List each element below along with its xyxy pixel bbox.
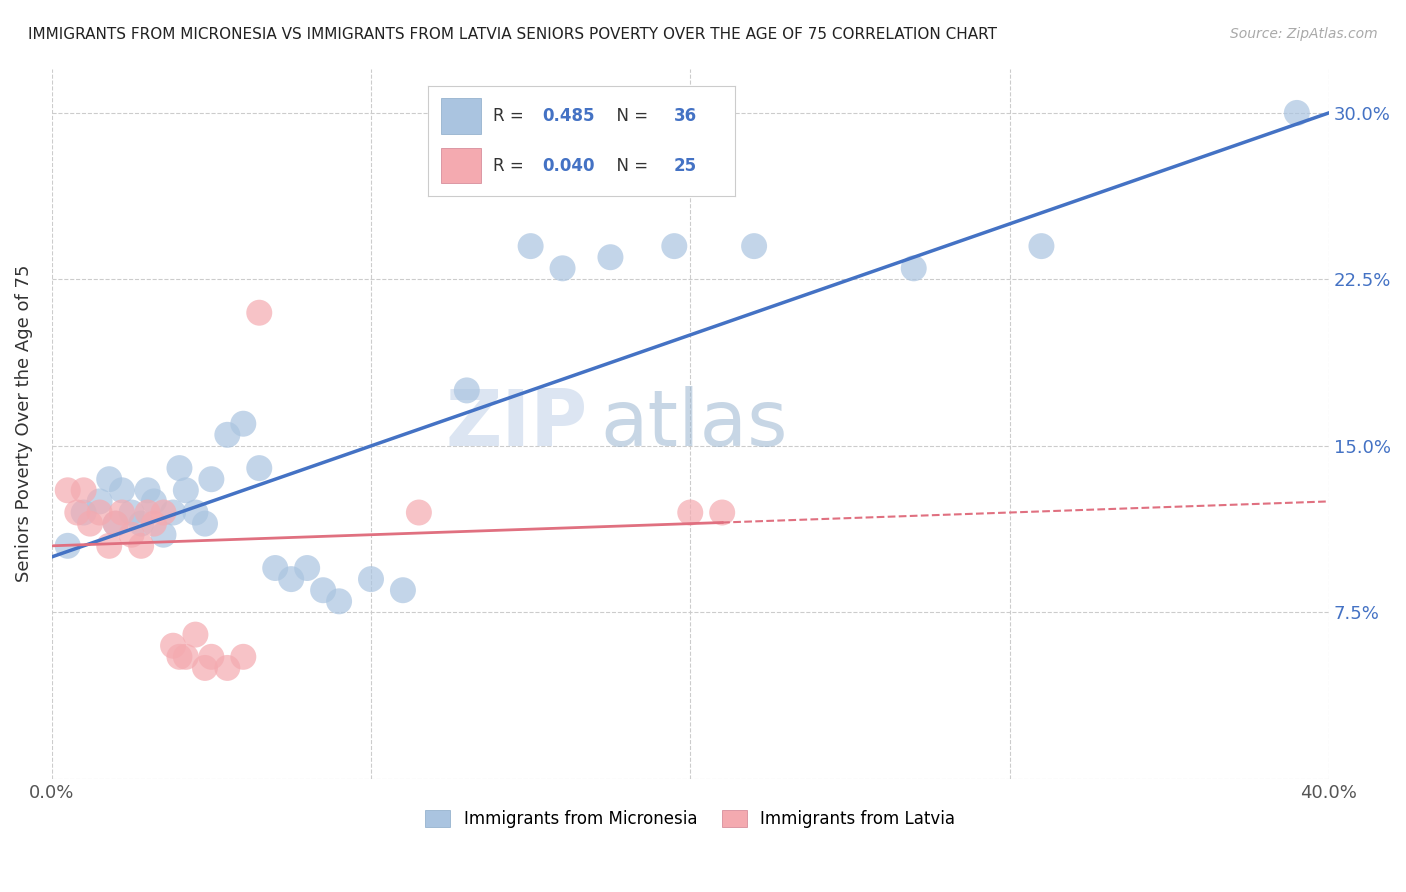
Point — [200, 649, 222, 664]
Point — [392, 583, 415, 598]
Point — [456, 384, 478, 398]
Point — [295, 561, 318, 575]
Text: Source: ZipAtlas.com: Source: ZipAtlas.com — [1230, 27, 1378, 41]
Point — [111, 506, 134, 520]
Point — [162, 639, 184, 653]
Point — [247, 461, 270, 475]
Point — [104, 516, 127, 531]
Legend: Immigrants from Micronesia, Immigrants from Latvia: Immigrants from Micronesia, Immigrants f… — [419, 803, 962, 835]
Point — [408, 506, 430, 520]
Point — [98, 472, 121, 486]
Point — [679, 506, 702, 520]
Point — [136, 506, 159, 520]
Point — [136, 483, 159, 498]
Point — [360, 572, 382, 586]
Point — [129, 516, 152, 531]
Point — [121, 527, 143, 541]
Point — [519, 239, 541, 253]
Point — [111, 483, 134, 498]
Point — [200, 472, 222, 486]
Point — [903, 261, 925, 276]
Text: ZIP: ZIP — [446, 385, 588, 462]
Point — [73, 506, 96, 520]
Point — [152, 506, 174, 520]
Point — [184, 627, 207, 641]
Point — [217, 427, 239, 442]
Point — [664, 239, 686, 253]
Point — [79, 516, 101, 531]
Point — [599, 250, 621, 264]
Point — [742, 239, 765, 253]
Point — [217, 661, 239, 675]
Point — [121, 506, 143, 520]
Point — [551, 261, 574, 276]
Point — [169, 461, 191, 475]
Point — [1031, 239, 1053, 253]
Text: IMMIGRANTS FROM MICRONESIA VS IMMIGRANTS FROM LATVIA SENIORS POVERTY OVER THE AG: IMMIGRANTS FROM MICRONESIA VS IMMIGRANTS… — [28, 27, 997, 42]
Point — [56, 539, 79, 553]
Point — [184, 506, 207, 520]
Y-axis label: Seniors Poverty Over the Age of 75: Seniors Poverty Over the Age of 75 — [15, 265, 32, 582]
Point — [89, 494, 111, 508]
Point — [129, 539, 152, 553]
Point — [104, 516, 127, 531]
Point — [232, 649, 254, 664]
Point — [162, 506, 184, 520]
Point — [1285, 106, 1308, 120]
Point — [89, 506, 111, 520]
Point — [142, 494, 165, 508]
Point — [152, 527, 174, 541]
Point — [169, 649, 191, 664]
Point — [98, 539, 121, 553]
Point — [174, 483, 197, 498]
Point — [264, 561, 287, 575]
Point — [247, 306, 270, 320]
Point — [328, 594, 350, 608]
Point — [312, 583, 335, 598]
Point — [232, 417, 254, 431]
Point — [280, 572, 302, 586]
Text: atlas: atlas — [600, 385, 789, 462]
Point — [194, 516, 217, 531]
Point — [174, 649, 197, 664]
Point — [711, 506, 734, 520]
Point — [73, 483, 96, 498]
Point — [66, 506, 89, 520]
Point — [194, 661, 217, 675]
Point — [56, 483, 79, 498]
Point — [142, 516, 165, 531]
